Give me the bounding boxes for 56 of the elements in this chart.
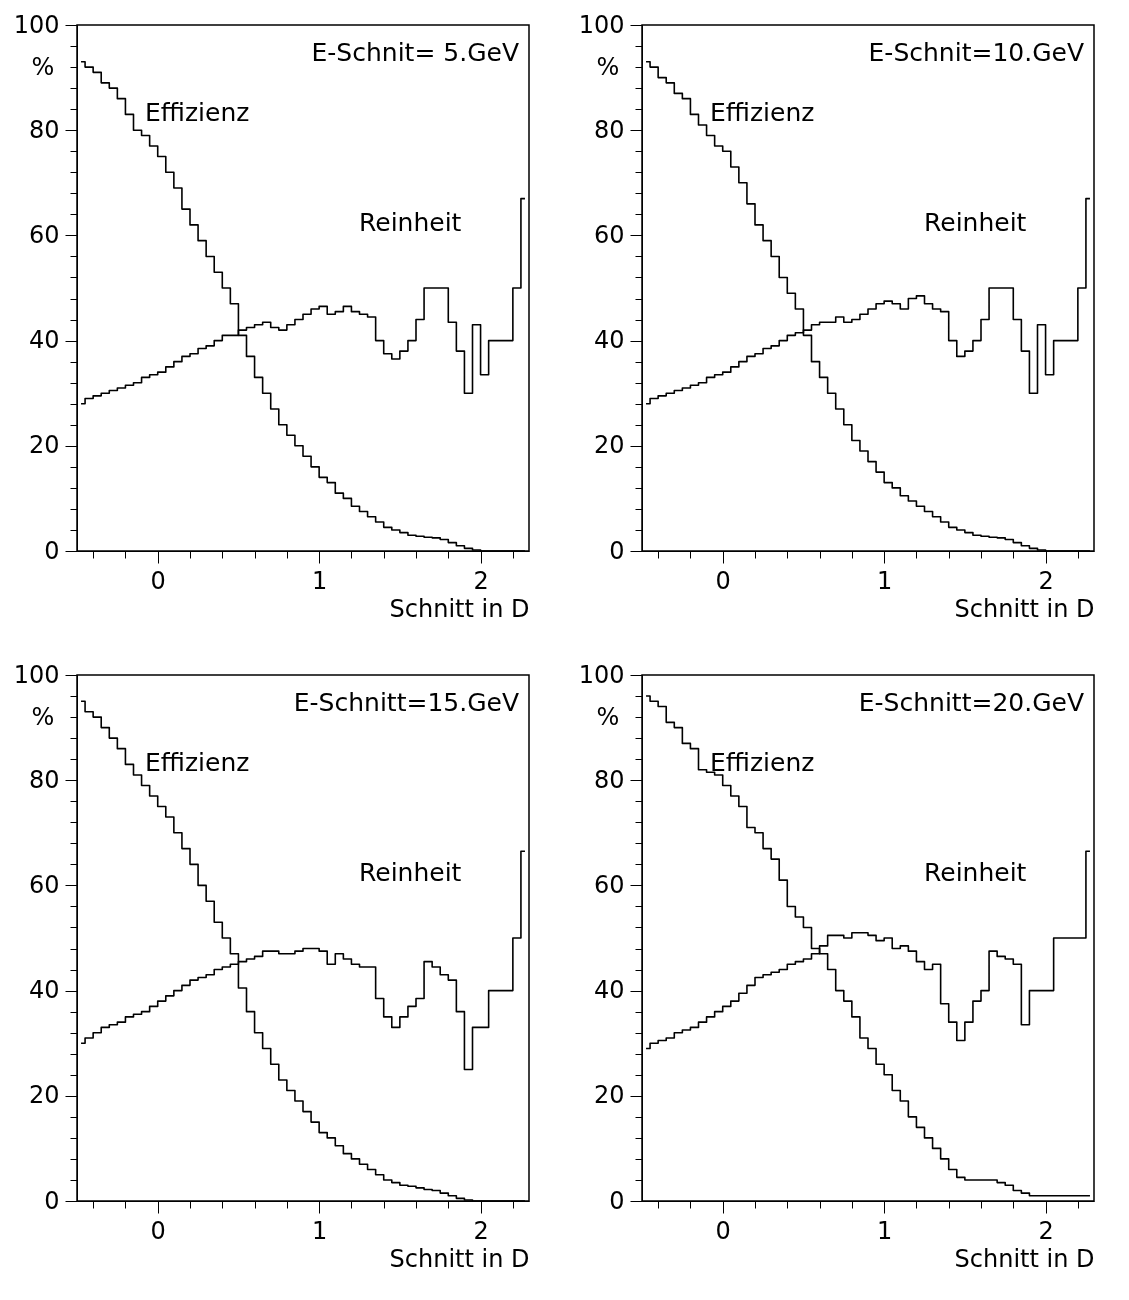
y-tick-label: 0 — [44, 536, 60, 565]
y-tick-label: 100 — [578, 660, 625, 689]
y-tick-label: 60 — [28, 220, 60, 249]
text: Reinheit — [359, 858, 462, 887]
y-tick-label: 40 — [593, 326, 625, 355]
y-tick-label: 100 — [13, 660, 60, 689]
y-tick-label: 0 — [609, 1186, 625, 1215]
y-tick-label: 60 — [593, 870, 625, 899]
y-tick-label: 60 — [593, 220, 625, 249]
y-axis-title: % — [31, 52, 55, 81]
x-tick-label: 0 — [715, 1216, 731, 1245]
x-tick-label: 0 — [715, 566, 731, 595]
x-tick-label: 2 — [473, 1216, 489, 1245]
y-tick-label: 100 — [578, 10, 625, 39]
x-tick-label: 0 — [150, 566, 166, 595]
y-tick-label: 80 — [593, 115, 625, 144]
y-axis-title: % — [596, 702, 620, 731]
text: Reinheit — [924, 208, 1027, 237]
text: Reinheit — [359, 208, 462, 237]
x-axis-title: Schnitt in D — [954, 1244, 1095, 1273]
y-tick-label: 100 — [13, 10, 60, 39]
y-tick-label: 20 — [28, 431, 60, 460]
y-tick-label: 80 — [28, 765, 60, 794]
y-tick-label: 20 — [593, 431, 625, 460]
y-axis-title: % — [31, 702, 55, 731]
x-tick-label: 0 — [150, 1216, 166, 1245]
y-tick-label: 20 — [28, 1081, 60, 1110]
y-tick-label: 0 — [44, 1186, 60, 1215]
y-axis-title: % — [596, 52, 620, 81]
x-tick-label: 2 — [1038, 566, 1054, 595]
x-tick-label: 1 — [312, 1216, 328, 1245]
x-axis-title: Schnitt in D — [389, 1244, 530, 1273]
x-axis-title: Schnitt in D — [389, 594, 530, 623]
series-label: Effizienz — [710, 748, 815, 777]
y-tick-label: 80 — [593, 765, 625, 794]
x-tick-label: 2 — [1038, 1216, 1054, 1245]
y-tick-label: 60 — [28, 870, 60, 899]
text: Reinheit — [924, 858, 1027, 887]
x-tick-label: 1 — [877, 566, 893, 595]
y-tick-label: 40 — [593, 976, 625, 1005]
x-tick-label: 1 — [312, 566, 328, 595]
x-axis-title: Schnitt in D — [954, 594, 1095, 623]
annotation: E-Schnitt=15.GeV — [293, 688, 519, 717]
series-label: Effizienz — [145, 98, 250, 127]
y-tick-label: 80 — [28, 115, 60, 144]
y-tick-label: 20 — [593, 1081, 625, 1110]
annotation: E-Schnitt=20.GeV — [858, 688, 1084, 717]
annotation: E-Schnit=10.GeV — [868, 38, 1084, 67]
x-tick-label: 1 — [877, 1216, 893, 1245]
series-label: Effizienz — [710, 98, 815, 127]
series-label: Effizienz — [145, 748, 250, 777]
y-tick-label: 40 — [28, 976, 60, 1005]
x-tick-label: 2 — [473, 566, 489, 595]
y-tick-label: 40 — [28, 326, 60, 355]
annotation: E-Schnit= 5.GeV — [311, 38, 519, 67]
y-tick-label: 0 — [609, 536, 625, 565]
